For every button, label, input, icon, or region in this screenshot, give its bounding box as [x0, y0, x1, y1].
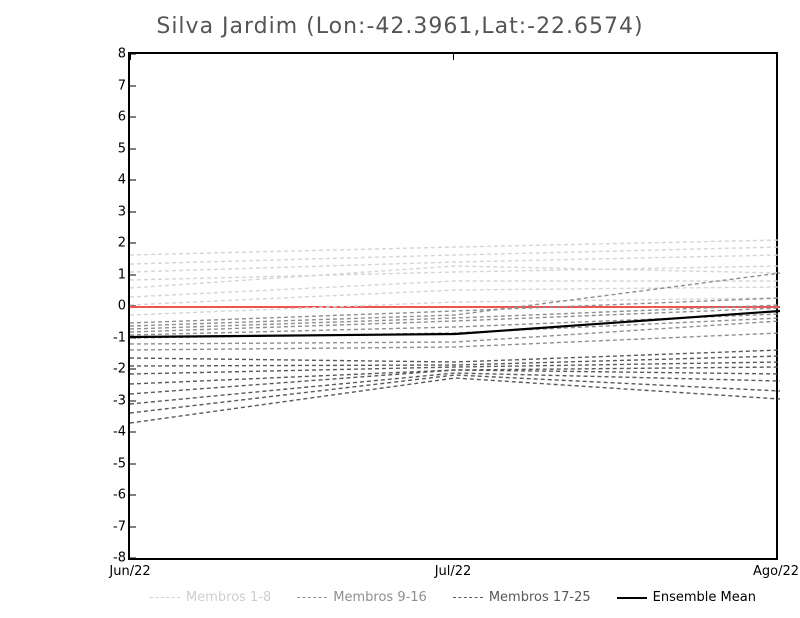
ytick-label: 6: [102, 110, 126, 125]
chart-title: Silva Jardim (Lon:-42.3961,Lat:-22.6574): [0, 14, 800, 39]
ytick-label: -4: [102, 425, 126, 440]
ensemble-lines-svg: [130, 54, 780, 562]
ytick-label: -1: [102, 330, 126, 345]
ytick-label: 2: [102, 236, 126, 251]
ytick-label: -5: [102, 456, 126, 471]
line-membros1-8-e: [130, 266, 780, 288]
ytick-label: -2: [102, 362, 126, 377]
legend-item-ensemble-mean: Ensemble Mean: [617, 590, 756, 605]
line-membros17-25-f: [130, 373, 780, 404]
legend-item-membros17-25: Membros 17-25: [453, 590, 591, 605]
ytick-label: -3: [102, 393, 126, 408]
line-membros17-25-h: [130, 378, 780, 423]
line-membros1-8-h: [130, 298, 780, 315]
line-membros1-8-f: [130, 281, 780, 297]
legend-label-ensemble-mean: Ensemble Mean: [653, 590, 756, 605]
legend-label-membros17-25: Membros 17-25: [489, 590, 591, 605]
plot-area: 8 7 6 5 4 3 2 1 0 -1 -2 -3 -4: [128, 52, 778, 560]
line-membros1-8-a: [130, 240, 780, 255]
xtick-label: Jun/22: [109, 564, 150, 579]
legend-item-membros1-8: Membros 1-8: [150, 590, 271, 605]
ytick-label: 1: [102, 267, 126, 282]
ytick-label: 0: [102, 299, 126, 314]
xtick-label: Jul/22: [435, 564, 472, 579]
legend-swatch-ensemble-mean: [617, 597, 647, 599]
line-membros17-25-b: [130, 356, 780, 366]
ytick-label: 8: [102, 47, 126, 62]
ytick-label: 4: [102, 173, 126, 188]
legend-label-membros1-8: Membros 1-8: [186, 590, 271, 605]
xtick-label: Ago/22: [753, 564, 799, 579]
ytick-label: 3: [102, 204, 126, 219]
ytick-label: -7: [102, 519, 126, 534]
ytick-label: 5: [102, 141, 126, 156]
legend-swatch-membros1-8: [150, 597, 180, 598]
legend-row: Membros 1-8 Membros 9-16 Membros 17-25 E…: [128, 590, 778, 605]
line-membros17-25-a: [130, 350, 780, 362]
legend-label-membros9-16: Membros 9-16: [333, 590, 427, 605]
legend-item-membros9-16: Membros 9-16: [297, 590, 427, 605]
ytick-label: -6: [102, 488, 126, 503]
chart-root: Silva Jardim (Lon:-42.3961,Lat:-22.6574)…: [0, 0, 800, 618]
line-membros1-8-d: [130, 266, 780, 280]
legend-swatch-membros17-25: [453, 597, 483, 598]
ytick-label: 7: [102, 78, 126, 93]
legend-swatch-membros9-16: [297, 597, 327, 598]
line-membros17-25-e: [130, 370, 780, 394]
line-membros1-8-c: [130, 255, 780, 272]
